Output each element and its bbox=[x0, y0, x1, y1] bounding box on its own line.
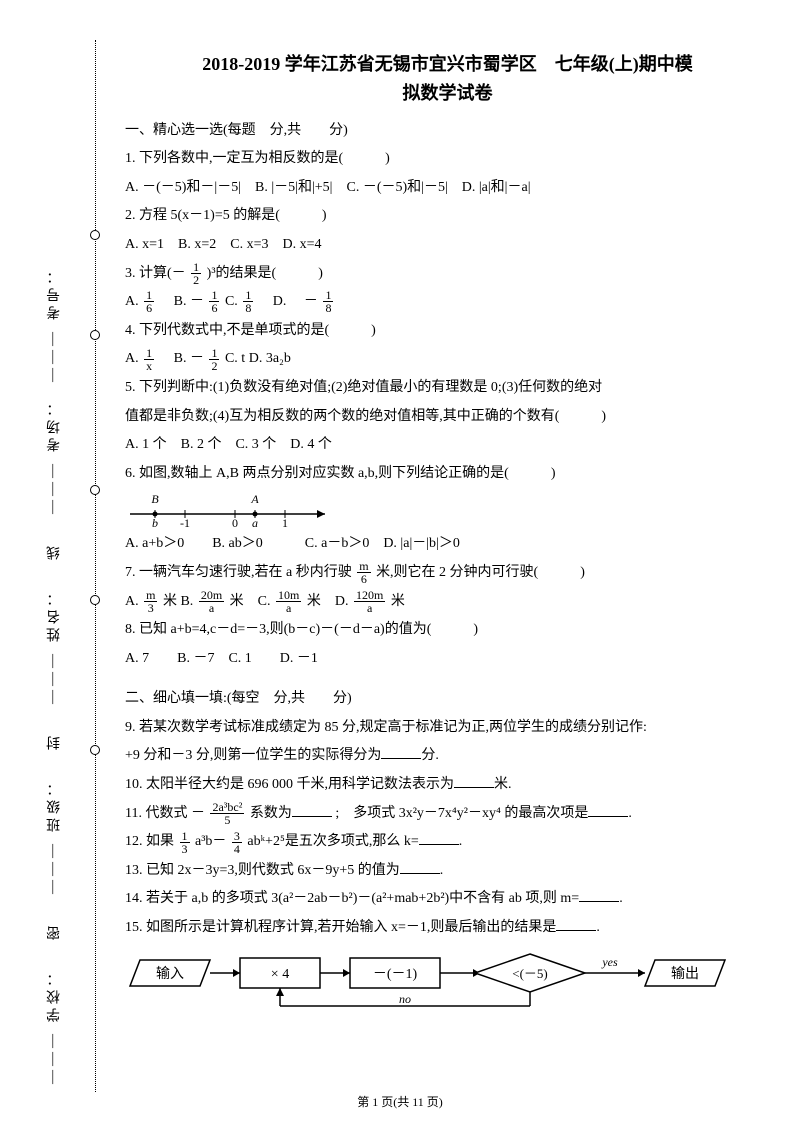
seal-mi: 密 bbox=[45, 922, 65, 940]
title-line2: 拟数学试卷 bbox=[125, 79, 770, 108]
blank bbox=[419, 831, 459, 845]
side-line-fill: ——— bbox=[45, 328, 61, 382]
side-label-room: 考场： bbox=[45, 398, 65, 452]
q2-opts: A. x=1 B. x=2 C. x=3 D. x=4 bbox=[125, 232, 770, 259]
svg-text:1: 1 bbox=[282, 516, 288, 529]
q12: 12. 如果 13 a³b－ 34 abᵏ+2⁵是五次多项式,那么 k=. bbox=[125, 829, 770, 856]
side-label-class: 班级： bbox=[45, 778, 65, 832]
q4-opts: A. 1x B. － 12 C. t D. 3a₂b bbox=[125, 346, 770, 373]
q14: 14. 若关于 a,b 的多项式 3(a²－2ab－b²)－(a²+mab+2b… bbox=[125, 886, 770, 913]
q9a: 9. 若某次数学考试标准成绩定为 85 分,规定高于标准记为正,两位学生的成绩分… bbox=[125, 715, 770, 742]
q5-opts: A. 1 个 B. 2 个 C. 3 个 D. 4 个 bbox=[125, 432, 770, 459]
section2-head: 二、细心填一填:(每空 分,共 分) bbox=[125, 686, 770, 713]
q9b: +9 分和－3 分,则第一位学生的实际得分为分. bbox=[125, 743, 770, 770]
side-line-fill: ——— bbox=[45, 1030, 61, 1084]
svg-text:A: A bbox=[250, 492, 259, 506]
svg-text:B: B bbox=[151, 492, 159, 506]
svg-text:a: a bbox=[252, 516, 258, 529]
q2: 2. 方程 5(x－1)=5 的解是( ) bbox=[125, 203, 770, 230]
q7: 7. 一辆汽车匀速行驶,若在 a 秒内行驶 m6 米,则它在 2 分钟内可行驶(… bbox=[125, 560, 770, 587]
blank bbox=[579, 888, 619, 902]
q11: 11. 代数式 － 2a³bc²5 系数为 ; 多项式 3x²y－7x⁴y²－x… bbox=[125, 801, 770, 828]
q3-frac: 12 bbox=[191, 261, 201, 286]
svg-text:yes: yes bbox=[601, 955, 618, 969]
q8-opts: A. 7 B. －7 C. 1 D. －1 bbox=[125, 646, 770, 673]
svg-text:b: b bbox=[152, 516, 158, 529]
sidebar: 学校： ——— 密 班级： ——— 封 姓名： ——— 线 考场： ——— 考号… bbox=[0, 0, 110, 1132]
svg-text:输出: 输出 bbox=[671, 966, 699, 982]
blank bbox=[588, 803, 628, 817]
side-label-name: 姓名： bbox=[45, 588, 65, 642]
q6: 6. 如图,数轴上 A,B 两点分别对应实数 a,b,则下列结论正确的是( ) bbox=[125, 461, 770, 488]
svg-text:<(－5): <(－5) bbox=[512, 966, 548, 981]
svg-text:no: no bbox=[399, 992, 411, 1006]
blank bbox=[400, 860, 440, 874]
q15: 15. 如图所示是计算机程序计算,若开始输入 x=－1,则最后输出的结果是. bbox=[125, 915, 770, 942]
blank bbox=[556, 917, 596, 931]
seal-feng: 封 bbox=[45, 732, 65, 750]
side-label-id: 考号： bbox=[45, 266, 65, 320]
q1-opts: A. －(－5)和－|－5| B. |－5|和|+5| C. －(－5)和|－5… bbox=[125, 175, 770, 202]
exam-content: 2018-2019 学年江苏省无锡市宜兴市蜀学区 七年级(上)期中模 拟数学试卷… bbox=[125, 50, 770, 1102]
side-label-school: 学校： bbox=[45, 968, 65, 1022]
side-line-fill: ——— bbox=[45, 460, 61, 514]
q7-opts: A. m3 米 B. 20ma 米 C. 10ma 米 D. 120ma 米 bbox=[125, 589, 770, 616]
svg-text:× 4: × 4 bbox=[271, 967, 289, 982]
q3-post: )³的结果是( ) bbox=[207, 266, 323, 281]
q3-opts: A. 16 B. － 16 C. 18 D. － 18 bbox=[125, 289, 770, 316]
blank bbox=[381, 745, 421, 759]
side-line-fill: ——— bbox=[45, 840, 61, 894]
q5b: 值都是非负数;(4)互为相反数的两个数的绝对值相等,其中正确的个数有( ) bbox=[125, 404, 770, 431]
q10: 10. 太阳半径大约是 696 000 千米,用科学记数法表示为米. bbox=[125, 772, 770, 799]
title-line1: 2018-2019 学年江苏省无锡市宜兴市蜀学区 七年级(上)期中模 bbox=[125, 50, 770, 79]
svg-text:－(－1): －(－1) bbox=[373, 967, 418, 982]
q3: 3. 计算(－ 12 )³的结果是( ) bbox=[125, 261, 770, 288]
q3-pre: 3. 计算(－ bbox=[125, 266, 189, 281]
q8: 8. 已知 a+b=4,c－d=－3,则(b－c)－(－d－a)的值为( ) bbox=[125, 617, 770, 644]
svg-text:-1: -1 bbox=[180, 516, 190, 529]
page-footer: 第 1 页(共 11 页) bbox=[0, 1093, 800, 1110]
svg-text:0: 0 bbox=[232, 516, 238, 529]
q4: 4. 下列代数式中,不是单项式的是( ) bbox=[125, 318, 770, 345]
q5a: 5. 下列判断中:(1)负数没有绝对值;(2)绝对值最小的有理数是 0;(3)任… bbox=[125, 375, 770, 402]
svg-text:输入: 输入 bbox=[156, 966, 184, 982]
seal-xian: 线 bbox=[45, 542, 65, 560]
section1-head: 一、精心选一选(每题 分,共 分) bbox=[125, 118, 770, 145]
q6-opts: A. a+b＞0 B. ab＞0 C. a－b＞0 D. |a|－|b|＞0 bbox=[125, 531, 770, 558]
q13: 13. 已知 2x－3y=3,则代数式 6x－9y+5 的值为. bbox=[125, 858, 770, 885]
blank bbox=[292, 803, 332, 817]
number-line: B b -1 0 A a 1 bbox=[125, 489, 345, 529]
q1: 1. 下列各数中,一定互为相反数的是( ) bbox=[125, 146, 770, 173]
flowchart: 输入 × 4 －(－1) <(－5) yes 输出 bbox=[125, 948, 745, 1018]
blank bbox=[454, 774, 494, 788]
side-line-fill: ——— bbox=[45, 650, 61, 704]
